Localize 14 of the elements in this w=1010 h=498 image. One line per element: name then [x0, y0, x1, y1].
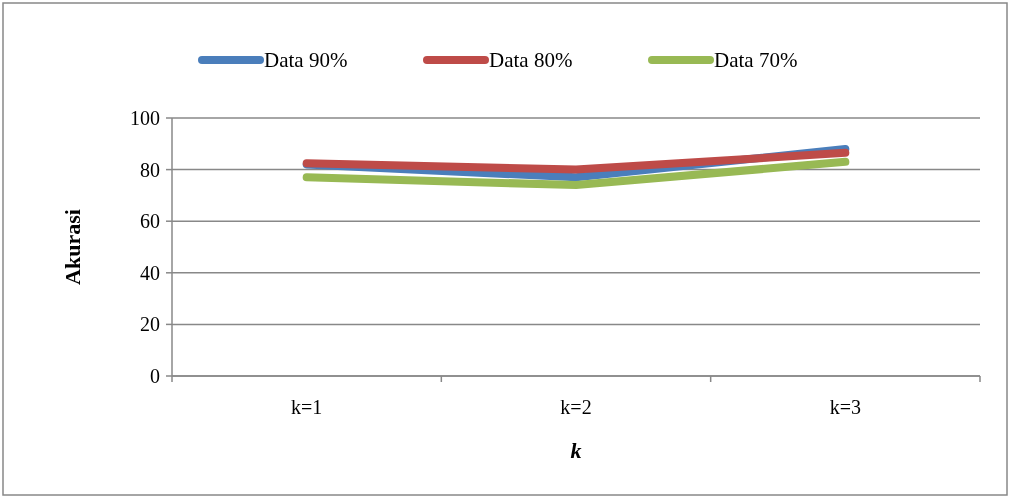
y-tick-label: 0: [150, 365, 160, 387]
y-tick-label: 100: [130, 107, 160, 129]
legend-label: Data 70%: [714, 48, 798, 73]
y-tick-label: 80: [140, 158, 160, 181]
legend-label: Data 80%: [489, 48, 573, 73]
y-tick-label: 40: [140, 261, 160, 284]
x-tick-label: k=1: [291, 396, 323, 418]
legend-label: Data 90%: [264, 48, 348, 73]
y-tick-label: 20: [140, 313, 160, 336]
x-tick-label: k=3: [829, 396, 861, 418]
x-axis-title: k: [570, 438, 582, 463]
x-tick-label: k=2: [560, 396, 592, 418]
y-tick-label: 60: [140, 210, 160, 233]
y-axis-title: Akurasi: [60, 209, 85, 285]
